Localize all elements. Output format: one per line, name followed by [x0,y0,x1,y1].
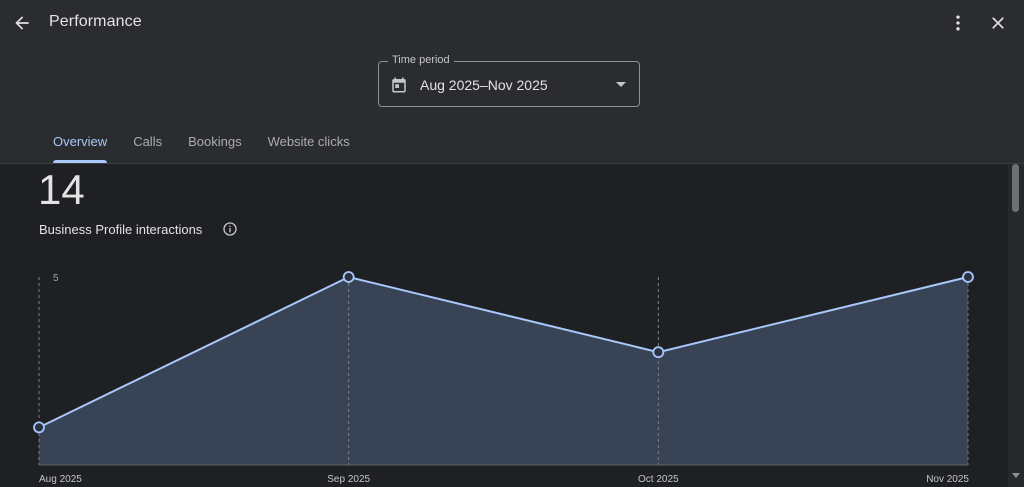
chart-x-tick-label: Oct 2025 [638,474,679,485]
close-icon [992,17,1004,29]
tab-calls[interactable]: Calls [133,134,163,149]
calendar-icon [392,77,406,93]
chart-data-point [342,271,355,283]
page-title: Performance [49,13,142,30]
overview-content: 5 Aug 2025 Sep 2025 Oct 2025 Nov 2025 14 Bus… [0,164,1008,487]
scrollbar-thumb[interactable] [1012,164,1019,212]
chart-data-point [652,346,665,359]
interactions-label: Business Profile interactions [39,222,203,237]
more-vert-icon [956,15,960,31]
scroll-down-arrow-icon[interactable] [1012,473,1020,478]
tab-website-clicks[interactable]: Website clicks [267,134,350,149]
interactions-chart: 5 Aug 2025 Sep 2025 Oct 2025 Nov 2025 [33,271,974,485]
chart-series-line [38,275,969,429]
time-period-value: Aug 2025–Nov 2025 [420,77,548,93]
chart-area-fill [39,277,968,465]
chart-x-tick-label: Aug 2025 [39,474,82,485]
info-icon[interactable] [222,221,238,237]
more-options-button[interactable] [944,9,972,37]
back-button[interactable] [8,9,36,37]
time-period-select[interactable]: Time period Aug 2025–Nov 2025 [378,54,640,107]
chart-data-point [962,271,974,283]
chart-data-point [33,421,45,434]
content-scrollbar[interactable] [1008,164,1024,487]
chart-x-tick-label: Nov 2025 [926,474,969,485]
close-button[interactable] [984,9,1012,37]
time-period-label: Time period [388,54,454,66]
tab-overview[interactable]: Overview [40,124,120,163]
chart-y-tick-label: 5 [53,273,59,284]
arrow-left-icon [15,16,29,30]
chevron-down-icon [616,82,626,87]
tab-bar: Overview Calls Bookings Website clicks [40,124,363,163]
total-interactions-value: 14 [38,166,85,213]
tab-bookings[interactable]: Bookings [188,134,242,149]
dialog-header: Performance Time period Aug 2025–Nov 202… [0,0,1024,164]
chart-x-tick-label: Sep 2025 [327,474,370,485]
